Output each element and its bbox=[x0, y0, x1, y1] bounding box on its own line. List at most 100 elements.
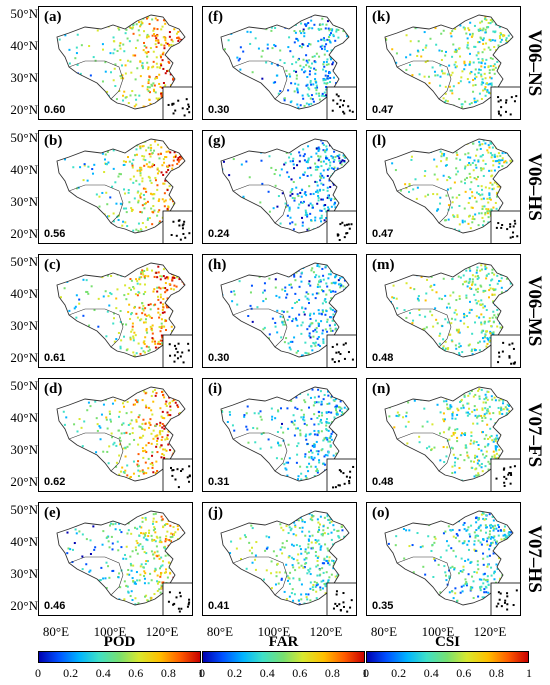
country-border bbox=[220, 14, 350, 110]
latitude-label: 50°N bbox=[10, 6, 38, 21]
map-panel: (o) 0.35 bbox=[366, 502, 521, 616]
country-border bbox=[220, 386, 350, 482]
colorbar-tick: 0 bbox=[363, 666, 369, 680]
row-label: V07–HS bbox=[524, 525, 545, 593]
country-border bbox=[56, 262, 186, 358]
plateau-border bbox=[396, 556, 452, 596]
longitude-label: 120°E bbox=[145, 624, 179, 639]
colorbar-tick: 0 bbox=[35, 666, 41, 680]
longitude-label: 100°E bbox=[257, 624, 291, 639]
south-china-sea-inset bbox=[326, 458, 356, 491]
longitude-label: 120°E bbox=[309, 624, 343, 639]
longitude-label: 80°E bbox=[42, 624, 70, 639]
colorbar-tick: 0.2 bbox=[227, 666, 243, 680]
panel-score: 0.48 bbox=[372, 352, 394, 364]
colorbar-tick: 0.2 bbox=[63, 666, 79, 680]
map-panel: (e) 0.46 bbox=[38, 502, 193, 616]
panel-score: 0.47 bbox=[372, 228, 394, 240]
map-panel: (h) 0.30 bbox=[202, 254, 357, 368]
china-map bbox=[220, 14, 356, 119]
panel-score: 0.61 bbox=[44, 352, 66, 364]
china-map bbox=[56, 510, 192, 615]
plateau-border bbox=[232, 60, 288, 100]
south-china-sea-inset bbox=[490, 582, 520, 615]
china-map bbox=[56, 262, 192, 367]
south-china-sea-inset bbox=[162, 334, 192, 367]
panel-score: 0.56 bbox=[44, 228, 66, 240]
map-panel: (b) 0.56 bbox=[38, 130, 193, 244]
panel-label: (l) bbox=[372, 133, 387, 149]
country-border bbox=[384, 510, 514, 606]
panel-score: 0.30 bbox=[208, 104, 230, 116]
china-map bbox=[56, 138, 192, 243]
panel-label: (g) bbox=[208, 133, 226, 149]
longitude-label: 100°E bbox=[421, 624, 455, 639]
map-panel: (j) 0.41 bbox=[202, 502, 357, 616]
country-border bbox=[384, 386, 514, 482]
colorbar-tick: 0.8 bbox=[160, 666, 176, 680]
panel-score: 0.48 bbox=[372, 476, 394, 488]
panel-label: (a) bbox=[44, 9, 62, 25]
south-china-sea-inset bbox=[490, 458, 520, 491]
row-label: V07–FS bbox=[524, 402, 545, 468]
panel-score: 0.60 bbox=[44, 104, 66, 116]
colorbar-tick: 0 bbox=[199, 666, 205, 680]
map-panel: (g) 0.24 bbox=[202, 130, 357, 244]
country-border bbox=[220, 262, 350, 358]
longitude-label: 120°E bbox=[473, 624, 507, 639]
china-map bbox=[384, 262, 520, 367]
panel-label: (m) bbox=[372, 257, 395, 273]
colorbar-tick: 0.4 bbox=[423, 666, 439, 680]
south-china-sea-inset bbox=[326, 86, 356, 119]
map-panel: (k) 0.47 bbox=[366, 6, 521, 120]
panel-score: 0.31 bbox=[208, 476, 230, 488]
china-map bbox=[220, 510, 356, 615]
panel-label: (b) bbox=[44, 133, 63, 149]
plateau-border bbox=[396, 432, 452, 472]
latitude-label: 30°N bbox=[10, 442, 38, 457]
south-china-sea-inset bbox=[162, 582, 192, 615]
colorbar-tick: 0.8 bbox=[324, 666, 340, 680]
latitude-label: 30°N bbox=[10, 318, 38, 333]
panel-score: 0.24 bbox=[208, 228, 230, 240]
panel-label: (c) bbox=[44, 257, 61, 273]
panel-score: 0.47 bbox=[372, 104, 394, 116]
china-map bbox=[384, 386, 520, 491]
longitude-label: 100°E bbox=[93, 624, 127, 639]
colorbar-tick: 0.8 bbox=[488, 666, 504, 680]
panel-score: 0.46 bbox=[44, 600, 66, 612]
country-border bbox=[384, 14, 514, 110]
latitude-label: 50°N bbox=[10, 254, 38, 269]
map-panel: (m) 0.48 bbox=[366, 254, 521, 368]
plateau-border bbox=[396, 308, 452, 348]
latitude-label: 20°N bbox=[10, 474, 38, 489]
colorbar bbox=[366, 651, 529, 663]
colorbar bbox=[38, 651, 201, 663]
latitude-label: 40°N bbox=[10, 410, 38, 425]
china-map bbox=[56, 14, 192, 119]
latitude-label: 30°N bbox=[10, 194, 38, 209]
china-map bbox=[384, 138, 520, 243]
colorbar-tick: 1 bbox=[198, 666, 204, 680]
latitude-label: 40°N bbox=[10, 286, 38, 301]
panel-label: (n) bbox=[372, 381, 391, 397]
map-panel: (f) 0.30 bbox=[202, 6, 357, 120]
colorbar-tick: 1 bbox=[526, 666, 532, 680]
country-border bbox=[220, 138, 350, 234]
latitude-label: 40°N bbox=[10, 534, 38, 549]
plateau-border bbox=[68, 184, 124, 224]
latitude-label: 20°N bbox=[10, 598, 38, 613]
plateau-border bbox=[232, 556, 288, 596]
colorbar-tick: 0.6 bbox=[292, 666, 308, 680]
country-border bbox=[56, 14, 186, 110]
plateau-border bbox=[68, 556, 124, 596]
colorbar-tick: 0.6 bbox=[456, 666, 472, 680]
panel-label: (e) bbox=[44, 505, 61, 521]
panel-label: (k) bbox=[372, 9, 391, 25]
plateau-border bbox=[68, 60, 124, 100]
colorbar-title: CSI bbox=[434, 634, 460, 650]
colorbar-tick: 1 bbox=[362, 666, 368, 680]
latitude-label: 20°N bbox=[10, 102, 38, 117]
panel-score: 0.62 bbox=[44, 476, 66, 488]
china-map bbox=[220, 262, 356, 367]
